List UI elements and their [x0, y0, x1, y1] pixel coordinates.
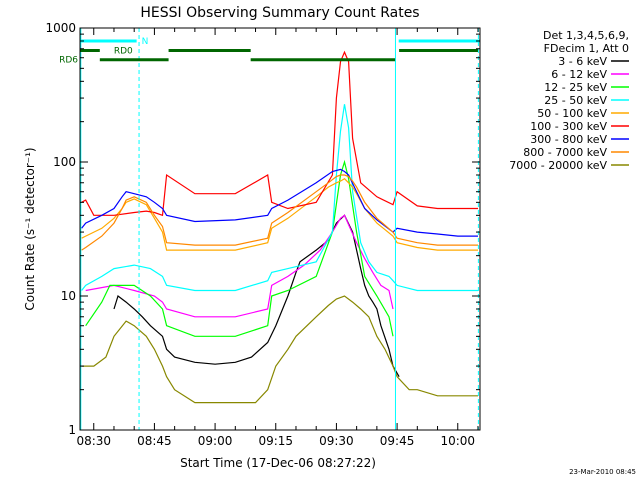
- annotation-label-n: N: [142, 37, 149, 47]
- legend-label-0: 3 - 6 keV: [558, 55, 607, 68]
- y-axis-label: Count Rate (s⁻¹ detector⁻¹): [23, 147, 37, 310]
- date-stamp: 23-Mar-2010 08:45: [569, 468, 636, 476]
- series-line-3: [81, 104, 478, 292]
- series-line-7: [81, 174, 478, 251]
- plot-lines: [81, 50, 478, 404]
- legend-header-line: FDecim 1, Att 0: [544, 42, 629, 55]
- series-line-2: [85, 159, 394, 337]
- series-line-4: [81, 177, 478, 251]
- x-tick-label: 09:00: [198, 434, 233, 448]
- chart-title: HESSI Observing Summary Count Rates: [140, 5, 419, 21]
- y-tick-label: 10: [61, 289, 76, 303]
- y-axis: 1 10 100 1000: [45, 21, 480, 437]
- legend: Det 1,3,4,5,6,9,FDecim 1, Att 03 - 6 keV…: [509, 29, 629, 172]
- legend-label-4: 50 - 100 keV: [537, 107, 607, 120]
- x-tick-label: 09:15: [258, 434, 293, 448]
- legend-label-2: 12 - 25 keV: [544, 81, 607, 94]
- x-axis-label: Start Time (17-Dec-06 08:27:22): [180, 456, 376, 470]
- annotation-label-rd6: RD6: [59, 56, 78, 66]
- series-line-6: [81, 168, 478, 237]
- x-tick-label: 08:45: [137, 434, 172, 448]
- y-tick-label: 1000: [45, 21, 76, 35]
- x-axis: 08:30 08:45 09:00 09:15 09:30 09:45 10:00: [76, 28, 479, 448]
- y-tick-label: 1: [68, 423, 76, 437]
- plot-annotations: N RD0 RD6: [59, 28, 480, 430]
- x-tick-label: 10:00: [440, 434, 475, 448]
- plot-frame: [79, 27, 481, 431]
- x-tick-label: 09:45: [380, 434, 415, 448]
- legend-label-8: 7000 - 20000 keV: [509, 159, 607, 172]
- legend-label-7: 800 - 7000 keV: [523, 146, 607, 159]
- x-tick-label: 08:30: [76, 434, 111, 448]
- legend-label-1: 6 - 12 keV: [551, 68, 607, 81]
- series-line-5: [81, 50, 478, 217]
- legend-label-6: 300 - 800 keV: [530, 133, 607, 146]
- series-line-8: [81, 295, 478, 404]
- series-line-0: [113, 214, 400, 377]
- annotation-label-rd0: RD0: [114, 46, 133, 56]
- x-tick-label: 09:30: [319, 434, 354, 448]
- legend-header-line: Det 1,3,4,5,6,9,: [543, 29, 629, 42]
- legend-label-3: 25 - 50 keV: [544, 94, 607, 107]
- y-tick-label: 100: [53, 155, 76, 169]
- legend-label-5: 100 - 300 keV: [530, 120, 607, 133]
